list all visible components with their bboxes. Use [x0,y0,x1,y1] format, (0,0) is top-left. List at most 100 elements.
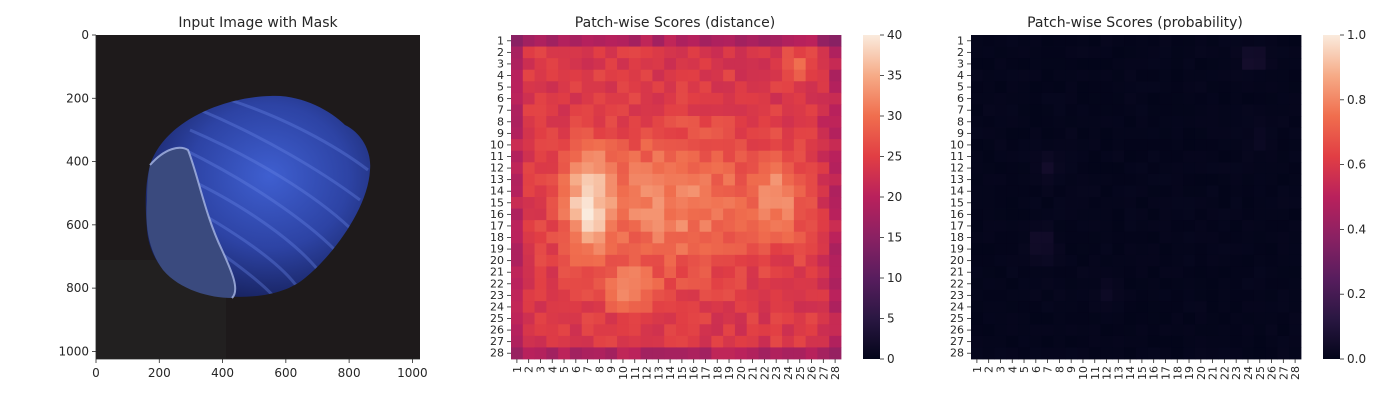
distance-cell [628,254,642,267]
distance-cell [605,81,618,94]
distance-cell [723,243,736,256]
probability-cell [1029,301,1043,314]
probability-cell [1171,312,1184,325]
probability-cell [1206,35,1219,47]
distance-cell [829,266,842,279]
probability-x-tick-label: 17 [1159,366,1172,380]
distance-cell [711,231,724,244]
probability-cell [1124,127,1137,140]
probability-cell [1289,289,1302,302]
probability-cell [1112,150,1125,163]
distance-cell [652,312,665,325]
distance-cell [617,231,630,244]
distance-x-tick-label: 4 [546,366,559,373]
distance-colorbar-tick-label: 20 [887,190,902,204]
probability-cell [1112,185,1125,198]
probability-cell [1242,197,1255,209]
probability-cell [1159,231,1172,244]
distance-cell [534,35,547,47]
distance-cell [793,254,807,267]
distance-x-tick-label: 20 [735,366,748,380]
probability-cell [1159,150,1172,163]
distance-cell [699,69,712,82]
probability-cell [982,220,995,233]
probability-cell [1124,324,1137,337]
probability-cell [1136,185,1149,198]
probability-cell [1230,92,1243,105]
probability-cell [1242,92,1255,105]
distance-cell [687,150,700,163]
probability-cell [1124,150,1137,163]
distance-cell [617,92,630,105]
distance-cell [746,127,759,140]
distance-cell [593,81,606,94]
distance-cell [664,162,677,175]
probability-cell [1194,197,1208,209]
distance-cell [758,35,771,47]
distance-cell [829,278,842,290]
probability-cell [1006,220,1019,233]
probability-cell [1242,69,1255,82]
probability-cell [1277,254,1290,267]
probability-cell [1053,208,1066,221]
probability-cell [1065,347,1078,360]
probability-cell [1253,243,1267,256]
probability-cell [1183,162,1196,175]
distance-cell [581,324,594,337]
distance-cell [628,150,642,163]
probability-cell [1242,301,1255,314]
probability-cell [1053,301,1066,314]
probability-cell [1077,139,1090,152]
probability-cell [1206,289,1219,302]
distance-cell [617,197,630,209]
probability-cell [1289,104,1302,117]
distance-cell [687,92,700,105]
probability-cell [994,150,1007,163]
probability-cell [1159,92,1172,105]
distance-cell [569,301,583,314]
distance-cell [511,116,524,128]
distance-cell [758,324,771,337]
probability-cell [1088,150,1102,163]
distance-cell [617,347,630,360]
probability-cell [1242,58,1255,71]
probability-cell [1253,139,1267,152]
distance-cell [817,46,830,59]
probability-cell [1277,81,1290,94]
probability-cell [1006,289,1019,302]
distance-cell [546,35,559,47]
probability-y-tick-label: 1 [957,34,964,47]
probability-cell [1018,92,1031,105]
distance-x-tick-label: 21 [747,366,760,380]
probability-x-tick-label: 8 [1053,366,1066,373]
distance-cell [782,92,795,105]
probability-cell [1277,46,1290,59]
distance-cell [558,208,571,221]
probability-cell [971,312,984,325]
probability-cell [1265,185,1278,198]
probability-cell [1041,92,1054,105]
distance-cell [640,231,653,244]
probability-cell [971,289,984,302]
distance-cell [522,58,535,71]
distance-cell [676,139,689,152]
distance-cell [640,92,653,105]
distance-cell [711,139,724,152]
distance-cell [581,58,594,71]
distance-cell [770,208,783,221]
distance-cell [617,35,630,47]
distance-cell [817,173,830,186]
probability-cell [1194,116,1208,128]
probability-cell [1029,46,1043,59]
probability-cell [1041,324,1054,337]
probability-cell [1171,81,1184,94]
probability-cell [1006,35,1019,47]
probability-cell [1100,116,1113,128]
distance-cell [569,150,583,163]
distance-cell [581,289,594,302]
probability-cell [1206,335,1219,348]
probability-cell [1088,289,1102,302]
probability-cell [1088,243,1102,256]
probability-cell [1147,208,1160,221]
probability-cell [1206,185,1219,198]
